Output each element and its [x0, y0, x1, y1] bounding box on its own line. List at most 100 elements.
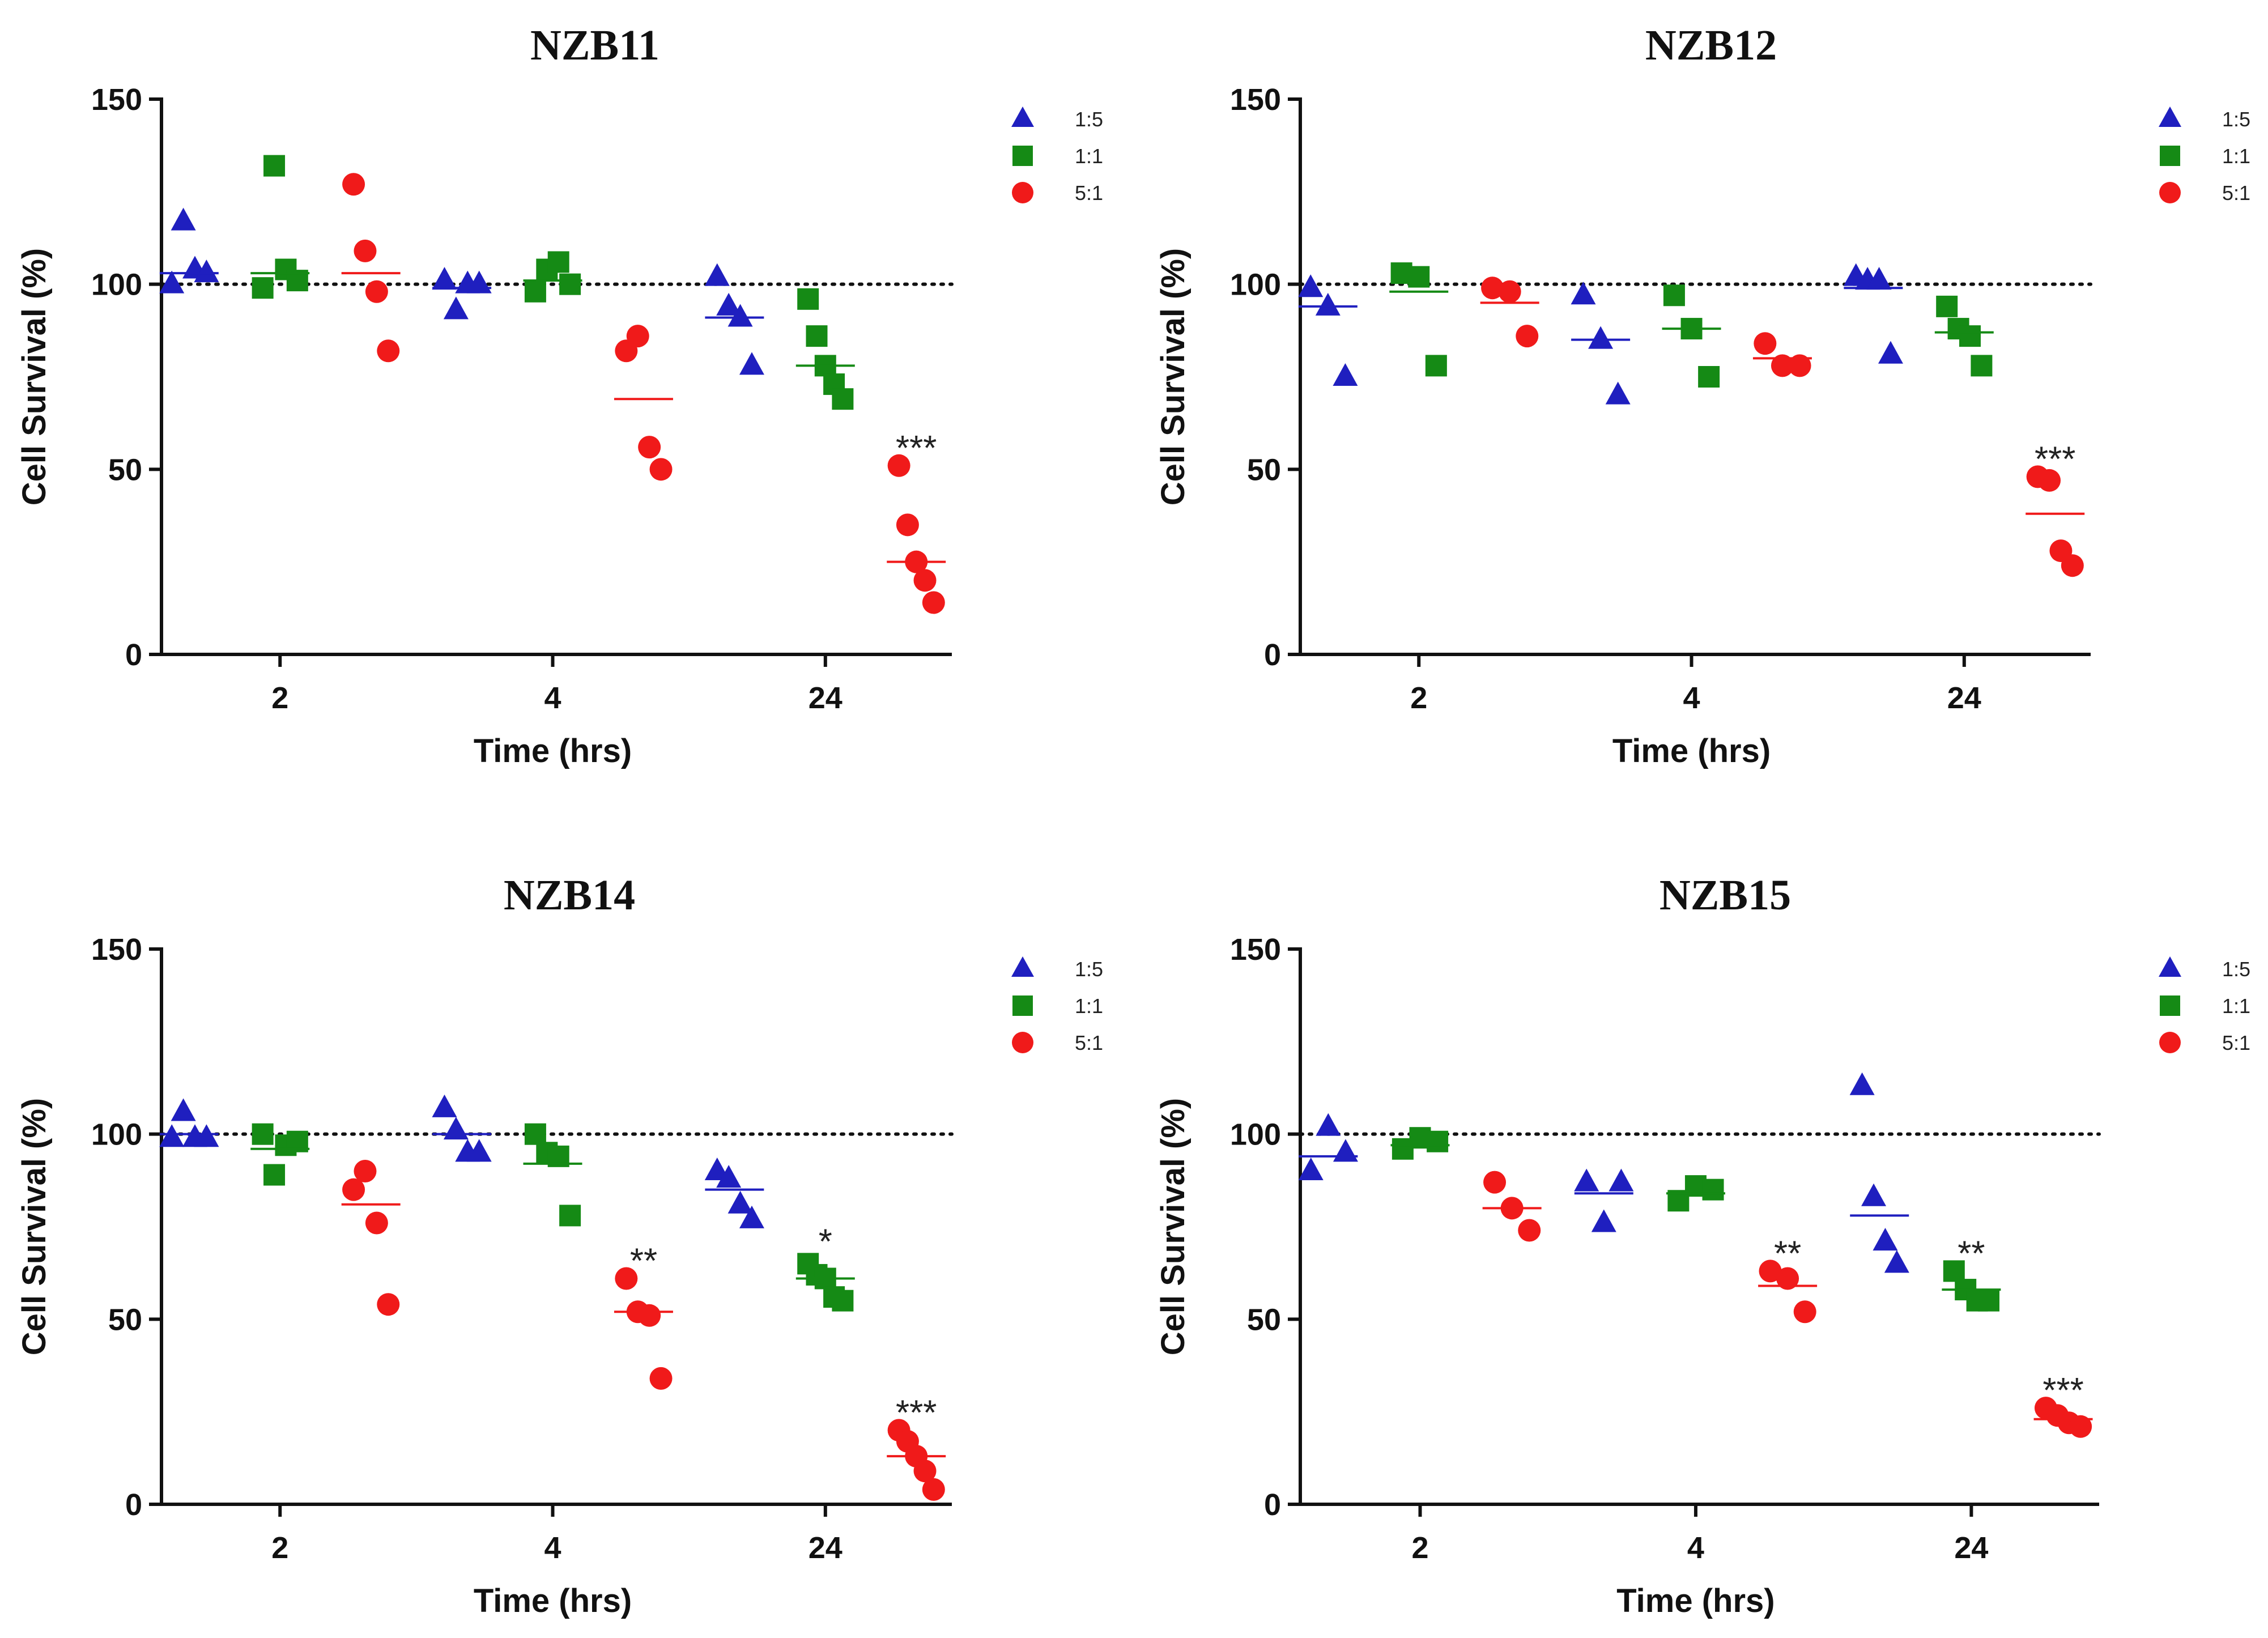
data-point-circle — [638, 436, 661, 459]
x-tick-label: 24 — [1947, 681, 1981, 715]
data-point-square — [547, 251, 569, 273]
data-point-circle — [365, 280, 388, 303]
data-point-circle — [626, 325, 649, 348]
data-point-square — [1425, 355, 1447, 377]
x-axis-title: Time (hrs) — [1612, 733, 1771, 769]
legend-marker-square — [1012, 146, 1033, 166]
data-point-circle — [896, 513, 919, 537]
legend-label: 5:1 — [2222, 1031, 2250, 1054]
data-point-circle — [1788, 354, 1811, 377]
data-point-circle — [922, 1478, 945, 1501]
data-point-square — [524, 280, 546, 303]
data-point-triangle — [171, 1098, 196, 1121]
y-tick-label: 150 — [91, 83, 142, 117]
data-point-triangle — [1298, 1158, 1324, 1180]
data-point-triangle — [443, 1117, 469, 1140]
data-point-triangle — [716, 292, 742, 316]
y-axis-title: Cell Survival (%) — [1155, 1098, 1192, 1355]
y-tick-label: 50 — [108, 1303, 142, 1337]
data-point-triangle — [1866, 267, 1892, 290]
data-point-triangle — [1298, 274, 1324, 297]
data-point-circle — [913, 569, 937, 592]
data-point-circle — [1483, 1171, 1507, 1194]
legend-marker-triangle — [1011, 107, 1034, 127]
data-point-circle — [887, 454, 910, 477]
data-point-square — [252, 277, 274, 299]
legend-marker-square — [2160, 146, 2180, 166]
y-axis-title: Cell Survival (%) — [1155, 248, 1192, 505]
data-point-triangle — [1873, 1228, 1898, 1251]
legend-label: 1:1 — [2222, 994, 2250, 1018]
data-point-triangle — [1591, 1209, 1616, 1232]
data-point-triangle — [704, 1158, 730, 1180]
legend-marker-circle — [1012, 182, 1033, 203]
x-tick-label: 4 — [544, 1531, 561, 1565]
significance-label: * — [819, 1222, 832, 1261]
data-point-triangle — [1315, 292, 1341, 316]
legend-label: 1:1 — [1075, 994, 1103, 1018]
x-axis-title: Time (hrs) — [474, 1582, 632, 1619]
y-tick-label: 50 — [108, 453, 142, 487]
y-tick-label: 150 — [91, 933, 142, 967]
data-point-square — [1408, 266, 1430, 288]
x-tick-label: 2 — [271, 681, 288, 715]
significance-label: *** — [2043, 1371, 2083, 1410]
data-point-circle — [377, 1293, 400, 1316]
x-tick-label: 4 — [1687, 1531, 1704, 1565]
legend-marker-circle — [1012, 1032, 1033, 1053]
x-tick-label: 24 — [809, 1531, 842, 1565]
chart-title: NZB15 — [1659, 871, 1791, 919]
data-point-square — [559, 1205, 581, 1227]
legend-marker-square — [2160, 995, 2180, 1016]
data-point-triangle — [1605, 381, 1631, 405]
legend-marker-square — [1012, 995, 1033, 1016]
data-point-square — [832, 388, 854, 410]
data-point-triangle — [159, 1124, 185, 1147]
legend-label: 5:1 — [1075, 1031, 1103, 1054]
x-axis-title: Time (hrs) — [474, 733, 632, 769]
data-point-triangle — [1849, 1072, 1875, 1095]
legend-label: 1:1 — [1075, 144, 1103, 168]
data-point-circle — [649, 458, 673, 481]
data-point-triangle — [194, 1124, 219, 1147]
data-point-square — [524, 1123, 546, 1145]
data-point-triangle — [159, 270, 185, 293]
chart-title: NZB11 — [530, 22, 659, 69]
legend-label: 1:5 — [1075, 958, 1103, 981]
data-point-square — [1978, 1290, 1999, 1312]
y-tick-label: 0 — [125, 1488, 142, 1522]
legend-marker-circle — [2159, 182, 2181, 203]
data-point-triangle — [1333, 363, 1358, 386]
data-point-circle — [1481, 276, 1504, 300]
data-point-triangle — [1878, 341, 1903, 364]
data-point-square — [1663, 284, 1685, 307]
significance-label: *** — [896, 429, 937, 468]
data-point-square — [832, 1290, 854, 1312]
y-tick-label: 0 — [125, 638, 142, 672]
data-point-circle — [2069, 1415, 2092, 1438]
x-tick-label: 24 — [809, 681, 842, 715]
data-point-square — [1427, 1130, 1449, 1152]
data-point-circle — [615, 1267, 638, 1290]
data-point-square — [1936, 295, 1958, 317]
data-point-circle — [377, 339, 400, 363]
data-point-circle — [2038, 469, 2061, 492]
data-point-circle — [913, 1460, 937, 1483]
data-point-triangle — [443, 296, 469, 320]
x-tick-label: 24 — [1954, 1531, 1988, 1565]
data-point-triangle — [1609, 1168, 1634, 1192]
data-point-circle — [1518, 1219, 1541, 1242]
legend-label: 1:5 — [2222, 108, 2250, 131]
data-point-circle — [638, 1304, 661, 1327]
x-tick-label: 4 — [544, 681, 561, 715]
data-point-triangle — [739, 1205, 764, 1228]
data-point-triangle — [1588, 326, 1614, 349]
data-point-triangle — [727, 304, 753, 327]
data-point-triangle — [171, 207, 196, 231]
legend-marker-circle — [2159, 1032, 2181, 1053]
data-point-circle — [1516, 325, 1539, 348]
data-point-triangle — [1333, 1139, 1358, 1162]
legend-label: 5:1 — [1075, 181, 1103, 205]
